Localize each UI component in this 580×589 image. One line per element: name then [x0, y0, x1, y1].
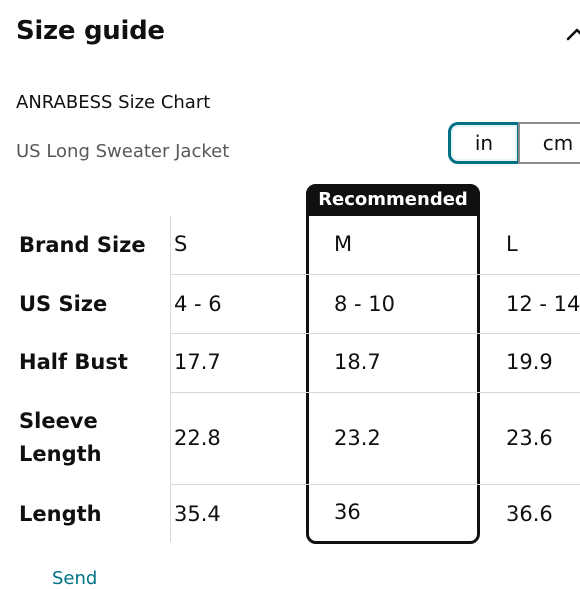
table-cell: 36 [334, 500, 361, 524]
table-cell: S [174, 232, 188, 256]
table-cell: 8 - 10 [334, 292, 396, 316]
table-column-divider [170, 216, 171, 542]
page-title: Size guide [16, 16, 165, 46]
table-cell: 23.6 [506, 426, 553, 450]
recommended-badge: Recommended [306, 184, 480, 216]
product-name: US Long Sweater Jacket [16, 141, 230, 162]
table-cell: 12 - 14 [506, 292, 580, 316]
unit-cm-button[interactable]: cm [518, 122, 580, 164]
table-cell: 18.7 [334, 350, 381, 374]
table-cell: 36.6 [506, 502, 553, 526]
table-cell: L [506, 232, 518, 256]
chevron-up-icon[interactable] [566, 24, 580, 46]
unit-in-button[interactable]: in [448, 122, 520, 164]
table-cell: 23.2 [334, 426, 381, 450]
table-cell: 19.9 [506, 350, 553, 374]
table-cell: 4 - 6 [174, 292, 222, 316]
row-label-length: Length [19, 502, 102, 526]
table-row-divider [170, 274, 580, 275]
table-cell: 35.4 [174, 502, 221, 526]
chart-title: ANRABESS Size Chart [16, 92, 211, 113]
footer-link[interactable]: Send [52, 568, 98, 589]
table-row-divider [170, 484, 580, 485]
recommended-column-outline [306, 184, 480, 544]
row-label-sleeve-line-2: Length [19, 442, 102, 466]
table-row-divider [170, 392, 580, 393]
row-label-half-bust: Half Bust [19, 350, 128, 374]
table-cell: 22.8 [174, 426, 221, 450]
row-label-sleeve-line-1: Sleeve [19, 409, 98, 433]
table-cell: 17.7 [174, 350, 221, 374]
table-cell: M [334, 232, 353, 256]
row-label-us-size: US Size [19, 292, 108, 316]
row-label-brand-size: Brand Size [19, 233, 146, 257]
table-row-divider [170, 333, 580, 334]
